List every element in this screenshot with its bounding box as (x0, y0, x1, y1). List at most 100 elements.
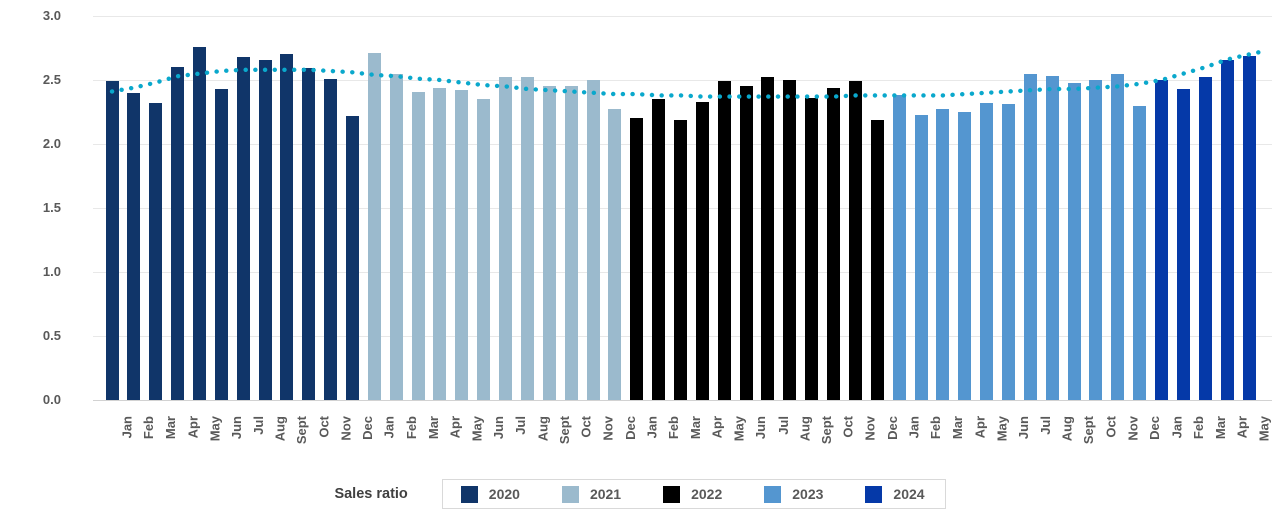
x-label-2020-jun: Jun (228, 416, 244, 440)
legend: Sales ratio 2020 2021 2022 2023 2024 (0, 479, 1280, 509)
bar-2023-jul (1023, 73, 1037, 400)
x-label-2022-apr: Apr (709, 416, 725, 439)
bar-2021-apr (433, 87, 447, 400)
x-label-2021-nov: Nov (600, 416, 616, 441)
bar-2021-nov (586, 80, 600, 400)
bar-2024-jan (1155, 80, 1169, 400)
y-tick-label-2.5: 2.5 (42, 72, 61, 87)
x-label-2020-mar: Mar (163, 416, 179, 440)
x-label-2020-oct: Oct (316, 416, 332, 438)
bar-2023-mar (936, 109, 950, 400)
x-label-2023-dec: Dec (1147, 416, 1163, 440)
x-label-2020-feb: Feb (141, 416, 157, 440)
x-label-2023-jan: Jan (906, 416, 922, 439)
bar-2023-may (980, 103, 994, 400)
legend-box: 2020 2021 2022 2023 2024 (441, 479, 946, 509)
x-label-2020-jan: Jan (119, 416, 135, 439)
x-label-2022-dec: Dec (884, 416, 900, 440)
bar-2023-oct (1089, 80, 1103, 400)
bar-2021-may (455, 90, 469, 400)
bar-2022-aug (783, 80, 797, 400)
bar-2021-sept (542, 86, 556, 400)
x-label-2022-jan: Jan (644, 416, 660, 439)
legend-swatch-2024 (865, 485, 883, 503)
x-label-2023-may: May (994, 416, 1010, 442)
legend-label-2022: 2022 (691, 486, 723, 502)
bar-2020-feb (127, 92, 141, 400)
bar-2023-aug (1045, 76, 1059, 400)
x-label-2020-dec: Dec (360, 416, 376, 440)
x-label-2023-mar: Mar (950, 416, 966, 440)
bar-2022-dec (870, 119, 884, 400)
x-label-2022-may: May (731, 416, 747, 442)
x-label-2020-apr: Apr (185, 416, 201, 439)
legend-label-2023: 2023 (792, 486, 824, 502)
bar-2023-dec (1133, 105, 1147, 400)
x-label-2022-jun: Jun (753, 416, 769, 440)
y-tick-label-2.0: 2.0 (42, 136, 61, 151)
bar-2022-apr (695, 101, 709, 400)
bar-2021-jun (477, 99, 491, 400)
x-label-2023-apr: Apr (972, 416, 988, 439)
x-label-2021-may: May (469, 416, 485, 442)
bar-2022-mar (674, 119, 687, 400)
x-label-2022-sept: Sept (819, 416, 835, 445)
x-label-2021-aug: Aug (534, 416, 550, 442)
bar-2020-aug (258, 59, 272, 400)
bar-2024-feb (1176, 88, 1190, 400)
legend-item-2020: 2020 (460, 485, 520, 503)
bar-2020-dec (346, 115, 360, 400)
x-label-2022-oct: Oct (841, 416, 857, 438)
x-label-2021-jun: Jun (491, 416, 507, 440)
bar-2022-sept (805, 97, 819, 400)
x-label-2021-apr: Apr (447, 416, 463, 439)
bar-2023-sept (1067, 82, 1081, 400)
y-tick-label-0.0: 0.0 (42, 392, 61, 407)
bar-2023-apr (958, 112, 972, 400)
bar-2022-nov (848, 81, 862, 400)
x-label-2023-sept: Sept (1081, 416, 1097, 445)
bar-2021-dec (608, 109, 622, 400)
x-label-2021-jul: Jul (513, 416, 529, 435)
legend-item-2021: 2021 (561, 485, 621, 503)
bar-2020-jan (105, 81, 119, 400)
x-label-2023-aug: Aug (1059, 416, 1075, 442)
bar-2022-may (717, 81, 731, 400)
gridline-0.0 (93, 400, 1272, 401)
bar-2023-jun (1001, 104, 1015, 400)
x-label-2021-jan: Jan (381, 416, 397, 439)
y-tick-label-1.0: 1.0 (42, 264, 61, 279)
x-label-2024-may: May (1256, 416, 1272, 442)
legend-item-2024: 2024 (865, 485, 925, 503)
bar-2020-jul (236, 56, 250, 400)
bar-2020-sept (280, 54, 294, 400)
bar-2020-apr (171, 67, 185, 400)
x-label-2020-jul: Jul (250, 416, 266, 435)
bar-2021-aug (520, 77, 534, 400)
legend-label-2020: 2020 (488, 486, 520, 502)
bar-2023-feb (914, 114, 928, 400)
bar-2021-feb (389, 73, 403, 400)
x-label-2022-jul: Jul (775, 416, 791, 435)
y-tick-label-3.0: 3.0 (42, 8, 61, 23)
x-label-2023-feb: Feb (928, 416, 944, 440)
x-label-2023-nov: Nov (1125, 416, 1141, 441)
bar-2020-jun (214, 88, 228, 400)
bar-2020-mar (149, 103, 163, 400)
x-label-2024-apr: Apr (1234, 416, 1250, 439)
x-label-2022-feb: Feb (666, 416, 682, 440)
x-label-2020-sept: Sept (294, 416, 310, 445)
bar-2023-nov (1111, 73, 1125, 400)
gridline-3.0 (93, 16, 1272, 17)
legend-swatch-2023 (764, 485, 782, 503)
x-label-2021-mar: Mar (425, 416, 441, 440)
bar-2023-jan (892, 95, 906, 400)
bar-2022-jun (739, 86, 753, 400)
x-label-2023-jul: Jul (1037, 416, 1053, 435)
bar-2020-may (192, 46, 206, 400)
bar-2022-feb (652, 99, 666, 400)
x-label-2020-nov: Nov (338, 416, 354, 441)
bar-2024-mar (1198, 77, 1212, 400)
legend-swatch-2020 (460, 485, 478, 503)
y-tick-label-1.5: 1.5 (42, 200, 61, 215)
